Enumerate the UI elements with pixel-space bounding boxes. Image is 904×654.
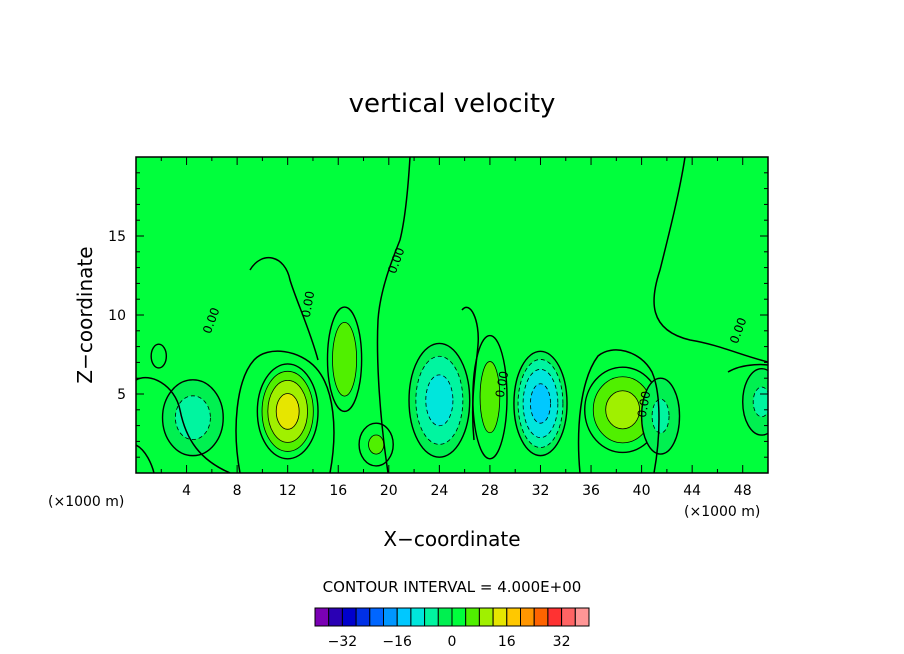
colorbar-tick-label: 16 xyxy=(498,634,516,650)
zero-contour-line xyxy=(249,256,319,361)
contour-band xyxy=(479,361,501,434)
zero-contour-line xyxy=(376,157,411,473)
colorbar-swatch xyxy=(328,607,343,627)
colorbar-swatch xyxy=(561,607,576,627)
colorbar-swatch xyxy=(465,607,480,627)
contour-band xyxy=(651,398,670,434)
x-tick-label: 32 xyxy=(532,483,550,499)
contour-value-label: 0.00 xyxy=(493,370,511,399)
colorbar-swatch xyxy=(520,607,535,627)
colorbar-tick-label: −16 xyxy=(382,634,412,650)
colorbar-swatch xyxy=(451,607,467,627)
contour-value-label: 0.00 xyxy=(635,390,653,419)
x-unit-left-label: (×1000 m) xyxy=(48,494,124,510)
colorbar-tick-labels: −32 −16 0 16 32 xyxy=(328,634,571,650)
contour-band xyxy=(605,390,640,430)
colorbar-swatch xyxy=(314,607,330,627)
y-axis-ticks: 5 10 15 xyxy=(108,156,768,474)
colorbar-swatch xyxy=(574,607,590,627)
colorbar-swatch xyxy=(383,607,398,627)
x-tick-label: 44 xyxy=(683,483,701,499)
y-tick-label: 10 xyxy=(108,308,126,324)
x-tick-label: 48 xyxy=(734,483,752,499)
zero-contour-line xyxy=(653,157,768,363)
colorbar-swatch xyxy=(341,607,357,627)
contour-band xyxy=(332,321,358,397)
x-tick-label: 12 xyxy=(279,483,297,499)
y-tick-label: 5 xyxy=(117,387,126,403)
x-tick-label: 36 xyxy=(582,483,600,499)
x-tick-label: 28 xyxy=(481,483,499,499)
contour-band xyxy=(368,434,385,455)
colorbar-tick-label: 0 xyxy=(448,634,457,650)
contour-band xyxy=(425,374,454,427)
colorbar-swatch xyxy=(492,607,508,627)
colorbar-swatch xyxy=(424,607,439,627)
zero-contour-line xyxy=(235,350,335,473)
x-tick-label: 20 xyxy=(380,483,398,499)
colorbar-swatch xyxy=(547,607,563,627)
zero-contour-line xyxy=(136,376,231,473)
contour-band xyxy=(150,343,168,369)
y-axis-label: Z−coordinate xyxy=(73,246,97,383)
x-tick-label: 16 xyxy=(329,483,347,499)
x-tick-label: 24 xyxy=(430,483,448,499)
colorbar-swatch xyxy=(369,607,384,627)
contour-value-label: 0.00 xyxy=(299,290,317,319)
x-axis-ticks: 4 8 12 16 20 24 28 32 36 40 44 48 xyxy=(135,157,769,499)
zero-contour-line xyxy=(136,444,155,473)
colorbar-swatch xyxy=(437,607,453,627)
colorbar xyxy=(314,607,590,627)
colorbar-swatch xyxy=(355,607,371,627)
x-unit-right-label: (×1000 m) xyxy=(684,504,760,520)
contour-band xyxy=(174,395,211,440)
x-tick-label: 4 xyxy=(182,483,191,499)
x-axis-label: X−coordinate xyxy=(383,527,520,551)
contour-interval-note: CONTOUR INTERVAL = 4.000E+00 xyxy=(323,578,582,596)
chart-title: vertical velocity xyxy=(349,89,556,119)
colorbar-swatch xyxy=(478,607,494,627)
colorbar-swatch xyxy=(533,607,549,627)
x-tick-label: 8 xyxy=(233,483,242,499)
zero-contour-line xyxy=(577,349,660,473)
colorbar-tick-label: 32 xyxy=(553,634,571,650)
zero-contour-line xyxy=(461,306,479,441)
contour-lines xyxy=(136,157,768,473)
colorbar-swatch xyxy=(506,607,521,627)
colorbar-swatch xyxy=(410,607,426,627)
contour-band xyxy=(275,393,300,430)
y-tick-label: 15 xyxy=(108,229,126,245)
colorbar-tick-label: −32 xyxy=(328,634,358,650)
x-tick-label: 40 xyxy=(633,483,651,499)
contour-band xyxy=(530,383,551,424)
colorbar-swatch xyxy=(396,607,412,627)
